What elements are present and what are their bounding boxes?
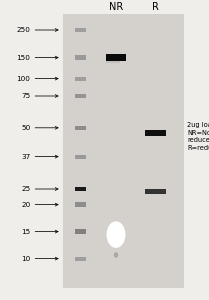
Text: NR: NR <box>109 2 123 13</box>
Text: 2ug loading
NR=Non-
reduced
R=reduced: 2ug loading NR=Non- reduced R=reduced <box>187 122 209 151</box>
Bar <box>145 189 166 194</box>
Text: 20: 20 <box>21 202 30 208</box>
Circle shape <box>115 253 117 257</box>
Text: R: R <box>152 2 159 13</box>
Text: 25: 25 <box>21 186 30 192</box>
Text: 250: 250 <box>17 27 30 33</box>
Bar <box>75 94 86 98</box>
Bar <box>75 76 86 81</box>
Bar <box>106 54 126 61</box>
Bar <box>75 202 86 207</box>
Bar <box>75 256 86 261</box>
Text: 75: 75 <box>21 93 30 99</box>
Bar <box>75 56 86 60</box>
Bar <box>75 187 86 191</box>
Text: 37: 37 <box>21 154 30 160</box>
Bar <box>75 230 86 234</box>
Bar <box>63 14 184 288</box>
Text: 50: 50 <box>21 125 30 131</box>
Bar <box>75 154 86 159</box>
Bar <box>106 61 120 63</box>
Text: 10: 10 <box>21 256 30 262</box>
Bar <box>145 130 166 136</box>
Text: 15: 15 <box>21 229 30 235</box>
Circle shape <box>107 222 125 247</box>
Text: 150: 150 <box>17 55 30 61</box>
Text: 100: 100 <box>17 76 30 82</box>
Bar <box>75 126 86 130</box>
Bar <box>75 28 86 32</box>
